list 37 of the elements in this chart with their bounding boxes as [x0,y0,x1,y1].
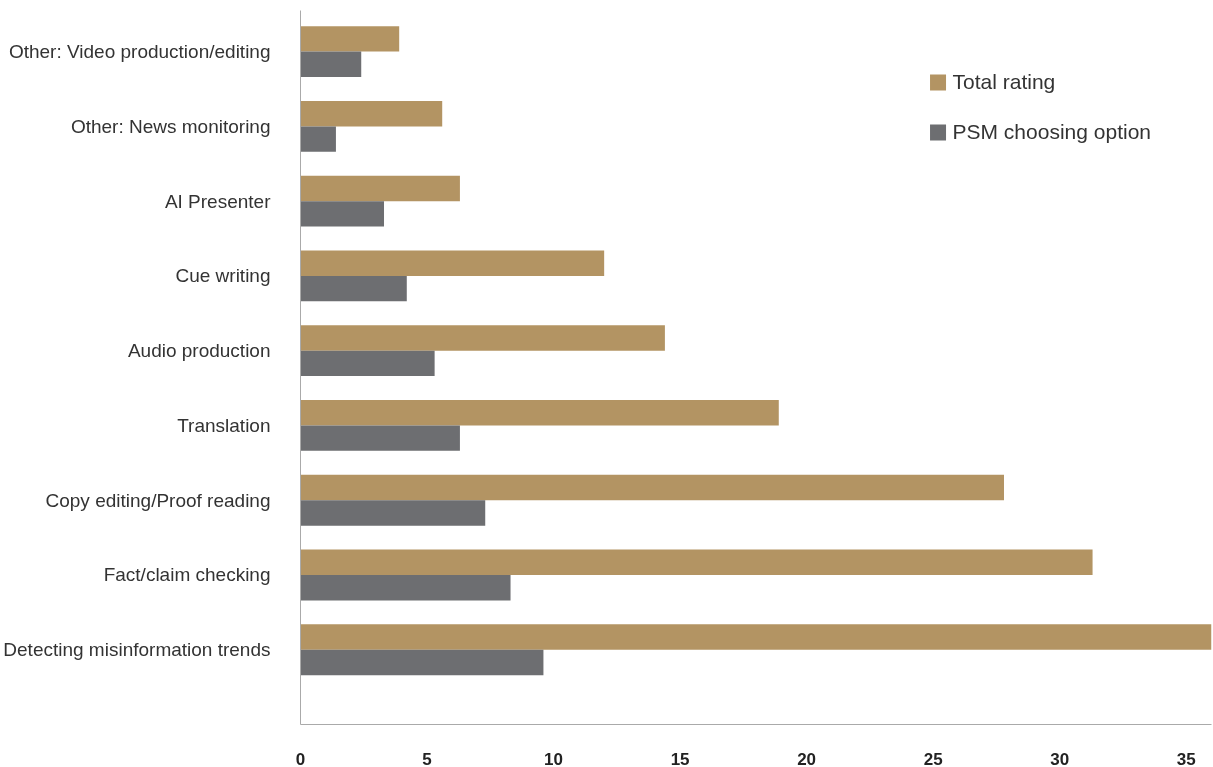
legend-label: Total rating [952,70,1056,94]
bar [300,649,544,676]
y-tick-label: Audio production [127,340,271,362]
legend-label: PSM choosing option [952,120,1151,144]
x-tick-label: 15 [670,749,690,767]
bar [300,126,336,152]
bar [300,549,1093,575]
bar [300,325,665,351]
x-tick-label: 20 [797,749,817,767]
x-tick-label: 10 [544,749,564,767]
y-tick-label: Detecting misinformation trends [3,639,271,661]
y-tick-label: Cue writing [175,265,271,287]
y-tick-label: AI Presenter [164,190,272,212]
x-tick-label: 0 [295,749,306,767]
x-tick-label: 5 [422,749,432,767]
bar [300,500,486,526]
bar [300,574,511,601]
bar [300,275,407,302]
y-tick-label: Copy editing/Proof reading [45,489,271,511]
bar [300,350,435,377]
y-tick-label: Translation [177,414,271,436]
bar [300,624,1212,650]
bar [300,425,460,451]
x-tick-label: 30 [1050,749,1070,767]
bar [300,250,605,276]
bar [300,51,362,78]
y-tick-label: Fact/claim checking [103,564,271,586]
bar [300,201,385,227]
bar [300,26,400,52]
x-tick-label: 25 [923,749,943,767]
bar [300,474,1004,501]
bar [300,100,443,127]
bar [300,400,779,426]
bar [300,175,460,202]
y-tick-label: Other: Video production/editing [8,41,271,63]
y-tick-label: Other: News monitoring [70,115,271,137]
x-tick-label: 35 [1176,749,1196,767]
